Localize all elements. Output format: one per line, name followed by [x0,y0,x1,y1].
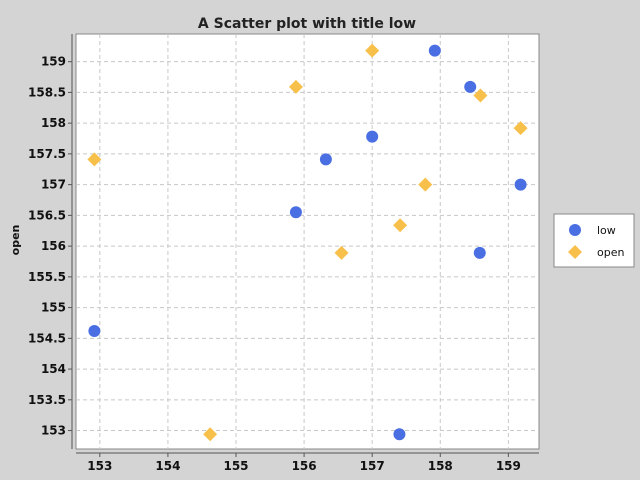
x-tick-label: 153 [87,459,112,473]
y-tick-label: 154 [41,362,66,376]
x-tick-label: 158 [428,459,453,473]
y-tick-label: 159 [41,55,66,69]
y-tick-label: 153.5 [28,393,66,407]
point-low [289,206,302,219]
y-tick-labels: 153 153.5 154 154.5 155 155.5 156 156.5 157 157.5… [28,55,66,438]
legend-label-open: open [597,246,624,259]
point-low [366,130,379,143]
y-tick-label: 153 [41,424,66,438]
legend-marker-open [568,245,582,259]
y-tick-label: 155.5 [28,270,66,284]
legend-label-low: low [597,224,616,237]
y-tick-label: 154.5 [28,331,66,345]
x-tick-label: 159 [496,459,521,473]
x-tick-label: 155 [223,459,248,473]
y-axis-label: open [9,225,22,256]
data-points [87,43,528,442]
point-open [418,177,433,192]
point-open [334,245,349,260]
point-open [393,218,408,233]
y-tick-label: 157 [41,178,66,192]
point-low [473,246,486,259]
point-low [319,153,332,166]
point-low [88,324,101,337]
x-tick-label: 154 [155,459,180,473]
y-tick-label: 158.5 [28,85,66,99]
x-tick-labels: 153 154 155 156 157 158 159 [87,459,521,473]
y-tick-label: 156 [41,239,66,253]
point-open [288,79,303,94]
legend-box [553,213,635,268]
grid [76,34,539,449]
axes [68,34,539,457]
y-tick-label: 155 [41,301,66,315]
legend-marker-low [569,224,581,236]
legend: low open [553,213,635,268]
point-open [365,43,380,58]
point-open [87,152,102,167]
y-tick-label: 157.5 [28,147,66,161]
plot-area [75,33,540,450]
x-tick-label: 157 [360,459,385,473]
chart-title: A Scatter plot with title low [198,16,416,32]
point-open [513,121,528,136]
point-low [393,428,406,441]
y-tick-label: 158 [41,116,66,130]
x-tick-label: 156 [292,459,317,473]
point-open [203,427,218,442]
point-low [514,178,527,191]
y-tick-label: 156.5 [28,208,66,222]
point-open [473,88,488,103]
point-low [428,44,441,57]
point-low [464,80,477,93]
